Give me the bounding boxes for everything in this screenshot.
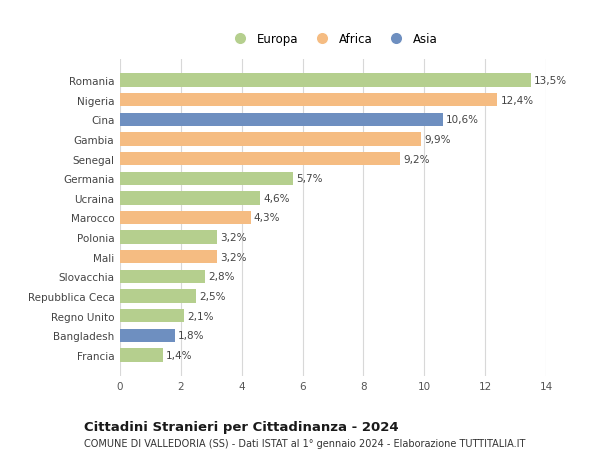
Bar [120,192,260,205]
Text: 1,8%: 1,8% [178,331,205,341]
Text: 9,2%: 9,2% [403,154,430,164]
Text: 2,8%: 2,8% [208,272,235,282]
Text: Cittadini Stranieri per Cittadinanza - 2024: Cittadini Stranieri per Cittadinanza - 2… [84,420,398,433]
Text: COMUNE DI VALLEDORIA (SS) - Dati ISTAT al 1° gennaio 2024 - Elaborazione TUTTITA: COMUNE DI VALLEDORIA (SS) - Dati ISTAT a… [84,438,526,448]
Legend: Europa, Africa, Asia: Europa, Africa, Asia [226,31,440,48]
Bar [120,290,196,303]
Text: 5,7%: 5,7% [296,174,323,184]
Bar [120,211,251,225]
Text: 4,6%: 4,6% [263,193,290,203]
Bar [120,349,163,362]
Bar [120,329,175,342]
Text: 12,4%: 12,4% [500,95,533,105]
Text: 13,5%: 13,5% [534,76,567,86]
Text: 4,3%: 4,3% [254,213,280,223]
Text: 3,2%: 3,2% [220,233,247,243]
Bar [120,152,400,166]
Text: 10,6%: 10,6% [446,115,479,125]
Bar [120,309,184,323]
Bar [120,94,497,107]
Bar [120,172,293,185]
Text: 1,4%: 1,4% [166,350,192,360]
Bar [120,270,205,284]
Text: 2,1%: 2,1% [187,311,214,321]
Text: 3,2%: 3,2% [220,252,247,262]
Bar [120,133,421,146]
Bar [120,113,443,127]
Bar [120,231,217,244]
Bar [120,74,531,87]
Text: 2,5%: 2,5% [199,291,226,302]
Bar [120,251,217,264]
Text: 9,9%: 9,9% [424,134,451,145]
